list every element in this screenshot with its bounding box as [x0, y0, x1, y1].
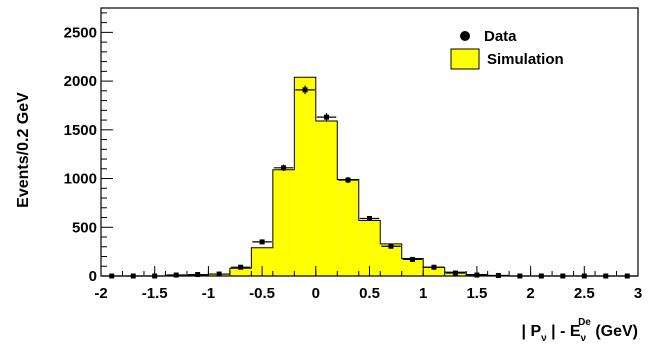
data-point-marker: [409, 256, 415, 262]
data-point: [445, 270, 466, 276]
data-point: [273, 164, 294, 172]
legend: Data Simulation: [450, 28, 564, 70]
data-point: [252, 239, 272, 245]
x-tick-label: 2: [526, 285, 534, 302]
x-axis-title-part: | - E: [547, 323, 581, 340]
y-tick-label: 2500: [64, 24, 97, 41]
legend-simulation-swatch: [450, 48, 480, 70]
y-tick-label: 1500: [64, 122, 97, 139]
simulation-histogram: [101, 76, 638, 277]
simulation-bar: [294, 77, 316, 277]
data-point-marker: [173, 272, 179, 278]
x-axis-title-part: | P: [522, 323, 542, 340]
data-point: [295, 85, 315, 95]
data-point-marker: [238, 264, 244, 270]
simulation-bar: [251, 247, 273, 276]
x-tick-label: 3: [634, 285, 642, 302]
data-point-marker: [367, 216, 372, 222]
x-axis: -2 -1.5 -1 -0.5 0 0.5 1 1.5 2 2.5 3: [94, 266, 642, 302]
data-point: [230, 264, 251, 270]
data-point: [187, 272, 208, 278]
simulation-bar: [315, 121, 338, 276]
simulation-bar: [423, 267, 445, 276]
simulation-bar: [229, 268, 252, 276]
simulation-bar: [358, 220, 381, 276]
data-point: [402, 256, 423, 262]
data-point-marker: [302, 87, 308, 93]
simulation-bar: [401, 258, 424, 276]
data-point-marker: [452, 270, 458, 276]
x-tick-label: 0.5: [359, 285, 380, 302]
data-point-marker: [259, 239, 265, 245]
x-tick-label: 0: [312, 285, 320, 302]
x-tick-label: -2: [94, 285, 107, 302]
x-tick-label: 1: [419, 285, 427, 302]
data-point-marker: [195, 272, 201, 278]
data-point-marker: [431, 264, 437, 270]
data-point: [338, 176, 358, 184]
data-point: [359, 216, 380, 222]
x-axis-title: | Pν | - EνDe (GeV): [522, 317, 638, 344]
x-tick-label: -0.5: [249, 285, 275, 302]
simulation-bar: [337, 179, 359, 276]
y-tick-label: 1000: [64, 171, 97, 188]
x-axis-title-sup: De: [578, 317, 591, 328]
simulation-bar: [380, 243, 402, 276]
x-tick-label: 1.5: [466, 285, 487, 302]
legend-data-label: Data: [484, 28, 517, 45]
x-axis-title-sub: ν: [581, 333, 587, 344]
data-point-marker: [388, 243, 394, 249]
simulation-bar: [272, 169, 295, 276]
data-point: [381, 243, 401, 249]
x-axis-title-part: (GeV): [591, 323, 638, 340]
legend-simulation-label: Simulation: [487, 51, 564, 68]
data-point-marker: [281, 165, 287, 171]
y-axis-title: Events/0.2 GeV: [15, 92, 32, 208]
x-tick-label: 2.5: [574, 285, 595, 302]
data-point-marker: [324, 114, 330, 120]
y-tick-label: 500: [72, 219, 97, 236]
x-axis-title-sub: ν: [541, 333, 547, 344]
x-tick-label: -1: [202, 285, 215, 302]
legend-data-marker: [460, 31, 470, 41]
data-point: [424, 264, 444, 270]
data-point: [316, 113, 337, 122]
data-point-marker: [345, 177, 351, 183]
data-point: [209, 271, 229, 277]
data-point: [166, 272, 186, 278]
y-tick-label: 2000: [64, 73, 97, 90]
data-point-marker: [216, 271, 222, 277]
y-tick-label: 0: [89, 268, 97, 285]
y-axis: 0 500 1000 1500 2000 2500: [64, 12, 113, 285]
x-tick-label: -1.5: [142, 285, 168, 302]
